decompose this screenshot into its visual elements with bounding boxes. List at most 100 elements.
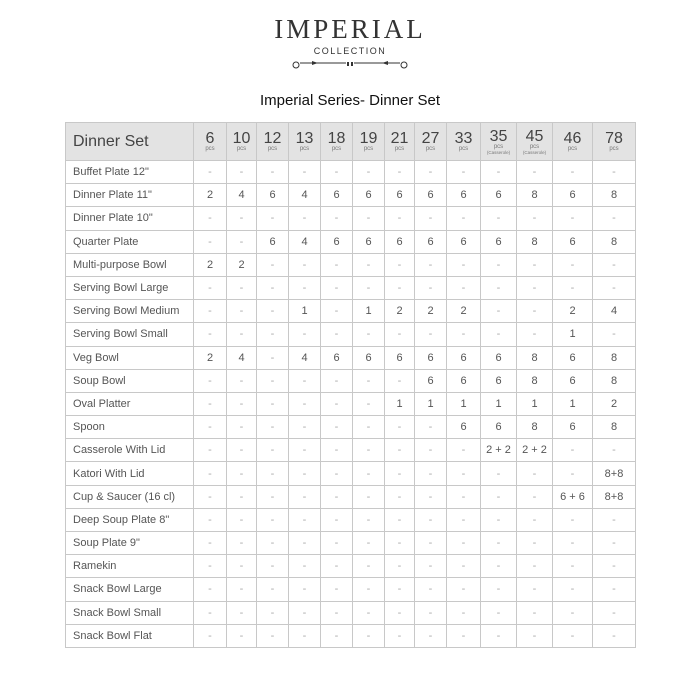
quantity-cell: - bbox=[193, 623, 227, 648]
quantity-cell: - bbox=[193, 507, 227, 533]
column-header: 19 pcs bbox=[352, 122, 385, 161]
quantity-cell: - bbox=[414, 530, 447, 556]
quantity-cell: - bbox=[552, 461, 593, 486]
quantity-cell: - bbox=[516, 530, 553, 556]
quantity-cell: - bbox=[256, 252, 289, 277]
quantity-cell: 6 bbox=[480, 229, 517, 254]
item-name: Veg Bowl bbox=[65, 345, 194, 370]
item-name: Serving Bowl Small bbox=[65, 322, 194, 347]
quantity-cell: - bbox=[193, 554, 227, 579]
column-header: 27 pcs bbox=[414, 122, 447, 161]
ornament-divider-icon bbox=[292, 61, 408, 69]
unit-label: pcs bbox=[609, 146, 619, 152]
quantity-cell: - bbox=[480, 252, 517, 277]
quantity-cell: - bbox=[384, 252, 415, 277]
table-row: Snack Bowl Large - - - - - - - - - - - - - bbox=[65, 577, 636, 602]
quantity-cell: - bbox=[226, 206, 257, 231]
header-row: Dinner Set 6 pcs 10 pcs 12 pcs 13 pcs 18 pcs 19 pcs… bbox=[65, 122, 636, 161]
quantity-cell: 1 bbox=[480, 391, 517, 417]
quantity-cell: - bbox=[480, 299, 517, 324]
quantity-cell: - bbox=[446, 484, 481, 509]
unit-label: pcs bbox=[394, 146, 405, 152]
quantity-cell: - bbox=[480, 554, 517, 579]
quantity-cell: 1 bbox=[552, 322, 593, 347]
quantity-cell: - bbox=[414, 252, 447, 277]
quantity-cell: - bbox=[193, 391, 227, 417]
quantity-cell: - bbox=[414, 438, 447, 463]
quantity-cell: - bbox=[193, 275, 227, 301]
quantity-cell: 1 bbox=[384, 391, 415, 417]
column-header: 35 pcs (Casserole) bbox=[480, 122, 517, 161]
quantity-cell: - bbox=[256, 415, 289, 440]
item-name: Ramekin bbox=[65, 554, 194, 579]
quantity-cell: 6 + 6 bbox=[552, 484, 593, 509]
table-row: Multi-purpose Bowl 2 2- - - - - - - - - - - bbox=[65, 252, 636, 277]
table-row: Deep Soup Plate 8" - - - - - - - - - - - - - bbox=[65, 507, 636, 533]
quantity-cell: - bbox=[352, 554, 385, 579]
unit-label: pcs bbox=[529, 143, 540, 150]
quantity-cell: 6 bbox=[552, 183, 593, 208]
quantity-cell: 2 + 2 bbox=[480, 438, 517, 463]
quantity-cell: - bbox=[193, 368, 227, 393]
quantity-cell: - bbox=[320, 322, 353, 347]
logo-brand: IMPERIAL bbox=[274, 14, 426, 44]
quantity-cell: - bbox=[320, 577, 353, 602]
quantity-cell: 6 bbox=[384, 183, 415, 208]
quantity-cell: - bbox=[414, 623, 447, 648]
quantity-cell: - bbox=[352, 623, 385, 648]
quantity-cell: - bbox=[193, 159, 227, 185]
quantity-cell: - bbox=[516, 554, 553, 579]
quantity-cell: - bbox=[288, 206, 321, 231]
quantity-cell: - bbox=[414, 322, 447, 347]
quantity-cell: - bbox=[288, 461, 321, 486]
quantity-cell: - bbox=[256, 299, 289, 324]
quantity-cell: - bbox=[552, 206, 593, 231]
unit-label: pcs bbox=[458, 146, 469, 152]
table-row: Snack Bowl Small - - - - - - - - - - - - - bbox=[65, 600, 636, 625]
quantity-cell: - bbox=[352, 322, 385, 347]
quantity-cell: - bbox=[446, 461, 481, 486]
unit-label: pcs bbox=[425, 146, 436, 152]
quantity-cell: - bbox=[480, 600, 517, 625]
quantity-cell: 2 bbox=[193, 183, 227, 208]
quantity-cell: - bbox=[256, 623, 289, 648]
quantity-cell: - bbox=[226, 623, 257, 648]
table-row: Ramekin - - - - - - - - - - - - - bbox=[65, 554, 636, 579]
quantity-cell: - bbox=[226, 577, 257, 602]
quantity-cell: 8+8 bbox=[592, 484, 636, 509]
quantity-cell: - bbox=[414, 275, 447, 301]
quantity-cell: 4 bbox=[226, 183, 257, 208]
quantity-cell: - bbox=[193, 484, 227, 509]
quantity-cell: - bbox=[384, 438, 415, 463]
item-name: Multi-purpose Bowl bbox=[65, 252, 194, 277]
quantity-cell: - bbox=[516, 299, 553, 324]
quantity-cell: - bbox=[226, 368, 257, 393]
column-header: 46 pcs bbox=[552, 122, 593, 161]
quantity-cell: 6 bbox=[446, 415, 481, 440]
quantity-cell: - bbox=[480, 623, 517, 648]
quantity-cell: 6 bbox=[320, 229, 353, 254]
quantity-cell: - bbox=[592, 275, 636, 301]
quantity-cell: - bbox=[384, 206, 415, 231]
quantity-cell: 6 bbox=[384, 229, 415, 254]
quantity-cell: - bbox=[480, 507, 517, 533]
quantity-cell: - bbox=[288, 322, 321, 347]
quantity-cell: - bbox=[414, 461, 447, 486]
table-row: Buffet Plate 12" - - - - - - - - - - - - - bbox=[65, 159, 636, 185]
quantity-cell: - bbox=[516, 322, 553, 347]
quantity-cell: - bbox=[516, 507, 553, 533]
quantity-cell: 8 bbox=[516, 183, 553, 208]
quantity-cell: - bbox=[480, 275, 517, 301]
set-size: 6 bbox=[205, 130, 215, 147]
quantity-cell: - bbox=[256, 275, 289, 301]
quantity-cell: - bbox=[352, 484, 385, 509]
quantity-cell: - bbox=[480, 461, 517, 486]
quantity-cell: - bbox=[320, 252, 353, 277]
quantity-cell: - bbox=[256, 461, 289, 486]
quantity-cell: - bbox=[384, 554, 415, 579]
quantity-cell: - bbox=[256, 159, 289, 185]
quantity-cell: - bbox=[288, 530, 321, 556]
quantity-cell: - bbox=[256, 438, 289, 463]
quantity-cell: 2 bbox=[384, 299, 415, 324]
quantity-cell: 6 bbox=[446, 345, 481, 370]
